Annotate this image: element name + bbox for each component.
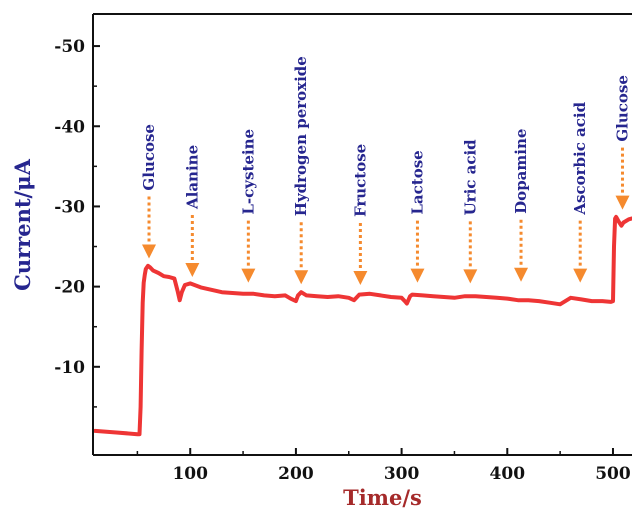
- annotation-label: Glucose: [140, 124, 158, 191]
- annotation-label: Ascorbic acid: [571, 101, 589, 215]
- annotation-label: Alanine: [183, 145, 201, 210]
- y-tick-label: -10: [54, 358, 85, 378]
- annotation-label: Uric acid: [461, 139, 479, 216]
- y-tick-label: -20: [54, 278, 85, 298]
- annotation-label: Dopamine: [512, 129, 530, 214]
- annotation-arrow-head: [142, 244, 157, 259]
- annotation-arrow-head: [353, 271, 368, 286]
- x-tick-label: 500: [595, 464, 631, 484]
- annotation-label: Glucose: [613, 75, 631, 142]
- annotation-label: Lactose: [408, 150, 426, 214]
- annotation-arrow-head: [573, 268, 588, 283]
- y-tick-label: -30: [54, 197, 85, 217]
- y-axis-label: Current/μA: [10, 158, 35, 290]
- annotation-arrow-head: [241, 268, 256, 283]
- annotation-label: Fructose: [351, 144, 369, 217]
- axes: -50 -40 -30 -20 -10 100 200 300 400 500: [54, 13, 632, 484]
- x-tick-label: 100: [172, 464, 208, 484]
- annotation-arrow-head: [463, 269, 478, 284]
- y-tick-label: -40: [54, 117, 85, 137]
- plot-marks: Glucose Alanine L-cysteine Hydrogen peroxid…: [93, 56, 632, 437]
- x-tick-label: 300: [384, 464, 420, 484]
- annotation-arrow-head: [514, 267, 529, 282]
- x-tick-label: 200: [278, 464, 314, 484]
- annotation-arrow-head: [410, 268, 425, 283]
- series-line: [93, 214, 632, 437]
- x-axis-label: Time/s: [343, 485, 422, 510]
- y-tick-label: -50: [54, 37, 85, 57]
- x-tick-label: 400: [490, 464, 526, 484]
- annotation-arrow-head: [615, 195, 630, 210]
- annotation-label: L-cysteine: [239, 129, 257, 215]
- annotation-arrow-head: [294, 270, 309, 285]
- annotation-label: Hydrogen peroxide: [292, 56, 310, 216]
- annotation-arrow-head: [185, 262, 200, 277]
